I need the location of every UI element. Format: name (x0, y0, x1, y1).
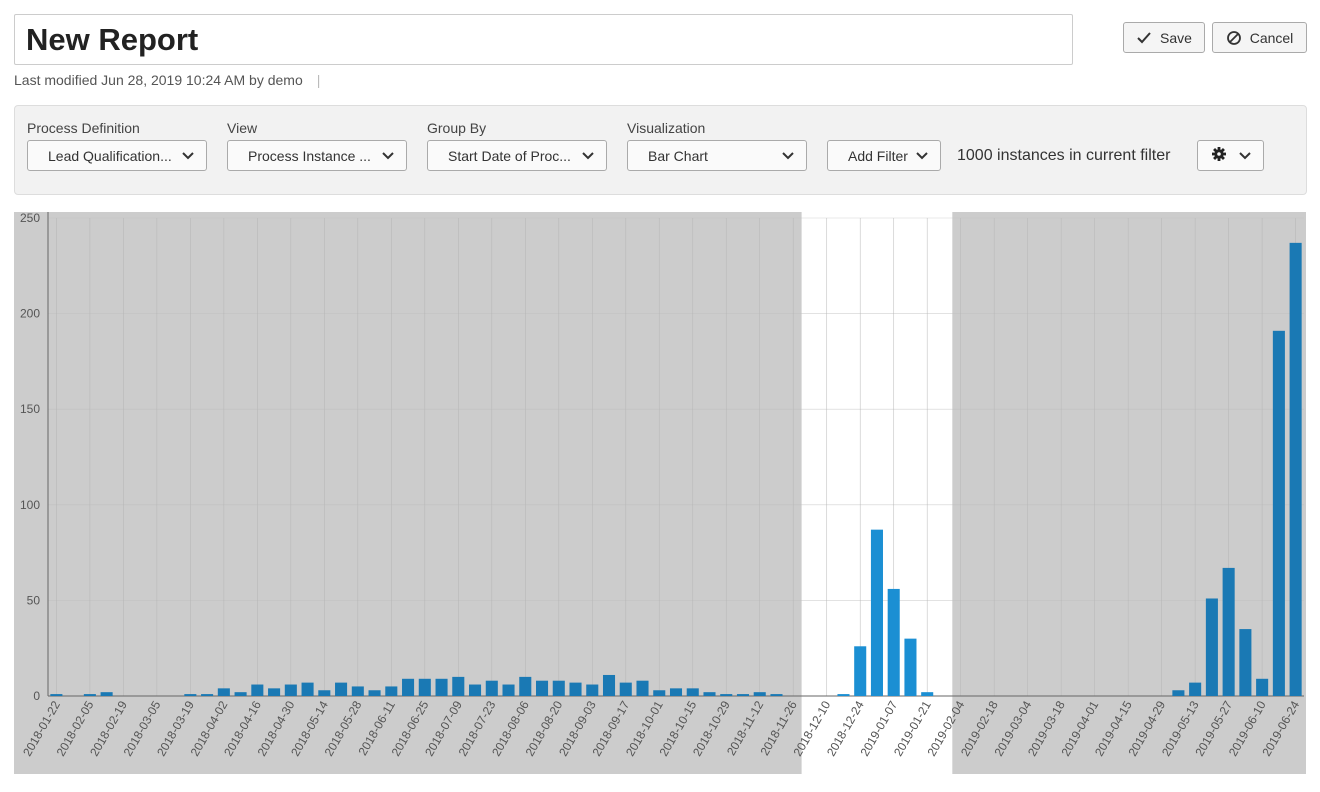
y-tick-label: 150 (20, 402, 40, 416)
process-definition-label: Process Definition (27, 120, 140, 136)
bar-chart-svg[interactable]: 0501001502002502018-01-222018-02-052018-… (0, 205, 1320, 787)
bar (301, 682, 314, 696)
bar (904, 638, 917, 696)
y-tick-label: 0 (33, 689, 40, 703)
bar (619, 682, 632, 696)
report-title-field[interactable]: New Report (14, 14, 1073, 65)
shaded-region-right (952, 212, 1306, 774)
report-title: New Report (26, 21, 199, 57)
check-icon (1137, 31, 1151, 43)
bar (535, 680, 549, 696)
view-value: Process Instance ... (248, 147, 371, 164)
bar (569, 682, 582, 696)
bar (100, 692, 113, 696)
chevron-down-icon (582, 151, 594, 159)
chevron-down-icon (382, 151, 394, 159)
bar (1289, 242, 1302, 696)
bar (887, 588, 900, 696)
group-by-label: Group By (427, 120, 487, 136)
last-modified-text: Last modified Jun 28, 2019 10:24 AM by d… (14, 72, 303, 88)
cancel-label: Cancel (1249, 29, 1294, 46)
bar (586, 684, 599, 696)
bar (1222, 567, 1235, 696)
bar (351, 686, 364, 696)
bar (753, 692, 766, 696)
bar (452, 676, 465, 696)
report-controls-panel: Process Definition Lead Qualification...… (14, 105, 1307, 195)
bar (720, 694, 733, 696)
bar (770, 694, 783, 696)
chevron-down-icon (916, 151, 928, 159)
instance-count-text: 1000 instances in current filter (957, 147, 1171, 164)
bar (284, 684, 297, 696)
bar (1272, 330, 1285, 696)
cancel-button[interactable]: Cancel (1212, 22, 1307, 53)
bar (201, 694, 214, 696)
bar (50, 694, 63, 696)
add-filter-button[interactable]: Add Filter (827, 140, 941, 171)
bar (703, 692, 716, 696)
y-tick-label: 250 (20, 211, 40, 225)
view-label: View (227, 120, 258, 136)
bar (402, 678, 415, 696)
bar (669, 688, 683, 696)
bar (602, 674, 616, 696)
bar (1256, 678, 1269, 696)
bar (736, 694, 750, 696)
bar (234, 692, 247, 696)
view-dropdown[interactable]: Process Instance ... (227, 140, 407, 171)
chevron-down-icon (1239, 151, 1251, 159)
save-button[interactable]: Save (1123, 22, 1205, 53)
bar (921, 692, 934, 696)
gear-icon (1212, 147, 1226, 161)
bar (502, 684, 515, 696)
bar (318, 690, 331, 696)
bar (1189, 682, 1202, 696)
bar (469, 684, 482, 696)
bar (552, 680, 565, 696)
bar (686, 688, 699, 696)
visualization-value: Bar Chart (648, 147, 708, 164)
y-tick-label: 50 (27, 593, 41, 607)
visualization-label: Visualization (627, 120, 706, 136)
chevron-down-icon (782, 151, 794, 159)
bar (385, 686, 398, 696)
bar-chart: 0 50 100 150 200 250 2018-01-22 2018-02-05 2018-… (0, 205, 1320, 787)
bar (368, 690, 381, 696)
bar (268, 688, 281, 696)
add-filter-label: Add Filter (848, 147, 908, 164)
bar (335, 682, 348, 696)
bar (636, 680, 649, 696)
bar (519, 676, 532, 696)
bar (184, 694, 197, 696)
bar (83, 694, 96, 696)
bar (1205, 598, 1218, 696)
bar (854, 646, 867, 696)
bar (485, 680, 498, 696)
bar (1239, 629, 1252, 696)
process-definition-dropdown[interactable]: Lead Qualification... (27, 140, 207, 171)
bar (251, 684, 264, 696)
bar (418, 678, 431, 696)
group-by-value: Start Date of Proc... (448, 147, 571, 164)
bar (1172, 690, 1185, 696)
group-by-dropdown[interactable]: Start Date of Proc... (427, 140, 607, 171)
bar (435, 678, 448, 696)
y-tick-label: 100 (20, 498, 40, 512)
bar (653, 690, 666, 696)
visualization-dropdown[interactable]: Bar Chart (627, 140, 807, 171)
process-definition-value: Lead Qualification... (48, 147, 172, 164)
chevron-down-icon (182, 151, 194, 159)
cancel-icon (1226, 30, 1241, 45)
separator: | (316, 72, 321, 88)
save-label: Save (1160, 29, 1192, 46)
settings-dropdown[interactable] (1197, 140, 1264, 171)
last-modified-info: Last modified Jun 28, 2019 10:24 AM by d… (14, 72, 320, 88)
bar (217, 688, 230, 696)
bar (870, 529, 883, 696)
bar (837, 694, 850, 696)
y-tick-label: 200 (20, 307, 40, 321)
